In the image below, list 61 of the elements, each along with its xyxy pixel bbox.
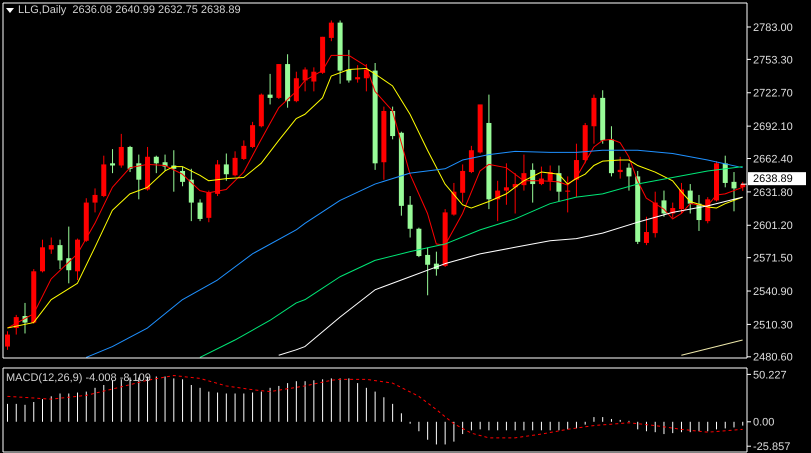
- candlestick: [241, 140, 246, 161]
- candlestick: [626, 162, 632, 192]
- candlestick: [364, 64, 369, 92]
- candlestick: [425, 246, 430, 296]
- y-tick-label: 2571.50: [753, 252, 793, 265]
- y-tick-label: -25.857: [753, 441, 790, 453]
- candlestick: [180, 166, 186, 187]
- candlestick: [504, 162, 509, 206]
- line-series: [6, 375, 744, 438]
- candlestick: [618, 156, 623, 180]
- y-tick-label: 50.227: [753, 369, 787, 382]
- candlestick: [250, 121, 256, 149]
- candlestick: [154, 155, 159, 174]
- candlestick: [408, 196, 413, 238]
- line-series: [86, 150, 744, 358]
- candlestick: [268, 73, 273, 105]
- candlestick: [460, 164, 466, 204]
- candlestick: [678, 182, 684, 214]
- candlestick: [731, 172, 736, 212]
- y-tick-label: 2480.60: [753, 352, 793, 364]
- candlestick: [136, 154, 142, 200]
- candlestick: [5, 330, 10, 350]
- chart-title: MACD(12,26,9) -4.008 -8.109: [6, 372, 151, 384]
- y-tick-label: 0.00: [753, 416, 774, 429]
- candlestick: [58, 239, 63, 270]
- candlestick: [565, 176, 570, 213]
- candlestick: [198, 198, 203, 222]
- candlestick: [495, 180, 500, 222]
- line-series: [199, 166, 744, 358]
- y-tick-label: 2510.30: [753, 319, 793, 332]
- candlestick: [311, 66, 316, 92]
- candlestick: [328, 20, 334, 42]
- y-tick-label: 2753.30: [753, 54, 793, 66]
- candlestick: [92, 188, 98, 213]
- candlestick: [294, 71, 299, 103]
- y-tick-label: 2631.80: [753, 186, 793, 199]
- candlestick: [232, 150, 238, 177]
- candlestick: [451, 182, 456, 216]
- candlestick: [188, 168, 194, 222]
- candlestick: [548, 165, 553, 192]
- candlestick: [468, 145, 474, 174]
- candlestick: [48, 236, 54, 254]
- candlestick: [118, 133, 124, 168]
- candlestick: [110, 148, 116, 174]
- candlestick: [128, 145, 133, 173]
- candlestick: [644, 216, 649, 246]
- text: 2638.89: [753, 173, 793, 186]
- y-tick-label: 2722.70: [753, 88, 793, 100]
- chart-title: LLG,Daily 2636.08 2640.99 2632.75 2638.89: [18, 4, 241, 16]
- y-tick-label: 2692.10: [753, 121, 793, 134]
- y-tick-label: 2783.00: [753, 22, 793, 34]
- candlestick: [40, 239, 46, 273]
- line-series: [278, 196, 744, 356]
- candlestick: [346, 49, 352, 84]
- y-tick-label: 2601.20: [753, 220, 793, 232]
- candlestick: [355, 64, 360, 84]
- y-tick-label: 2540.90: [753, 286, 793, 298]
- y-tick-label: 2662.40: [753, 153, 793, 166]
- candlestick: [224, 153, 229, 182]
- candlestick: [302, 66, 308, 92]
- candlestick: [722, 155, 728, 188]
